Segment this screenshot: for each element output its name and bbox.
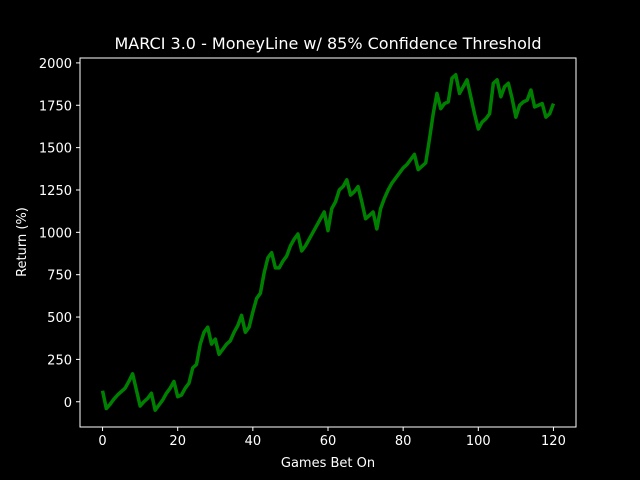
data-line (100, 73, 556, 412)
x-tick-label: 120 (541, 434, 566, 449)
x-tick-label: 20 (169, 434, 186, 449)
plot-frame (79, 57, 577, 428)
x-axis-label: Games Bet On (281, 456, 375, 471)
y-tick-label: 500 (47, 311, 72, 326)
y-tick-label: 0 (64, 396, 72, 411)
y-tick-label: 2000 (39, 57, 72, 72)
x-tick-label: 60 (320, 434, 337, 449)
y-tick-label: 1000 (39, 226, 72, 241)
x-tick-label: 40 (245, 434, 262, 449)
y-tick-label: 1500 (39, 142, 72, 157)
y-tick-label: 1750 (39, 99, 72, 114)
y-tick-label: 1250 (39, 184, 72, 199)
x-tick-label: 0 (98, 434, 106, 449)
x-tick-label: 100 (466, 434, 491, 449)
chart-title: MARCI 3.0 - MoneyLine w/ 85% Confidence … (114, 34, 541, 53)
y-axis-label: Return (%) (15, 207, 30, 277)
y-tick-label: 250 (47, 353, 72, 368)
x-tick-label: 80 (395, 434, 412, 449)
y-tick-label: 750 (47, 269, 72, 284)
